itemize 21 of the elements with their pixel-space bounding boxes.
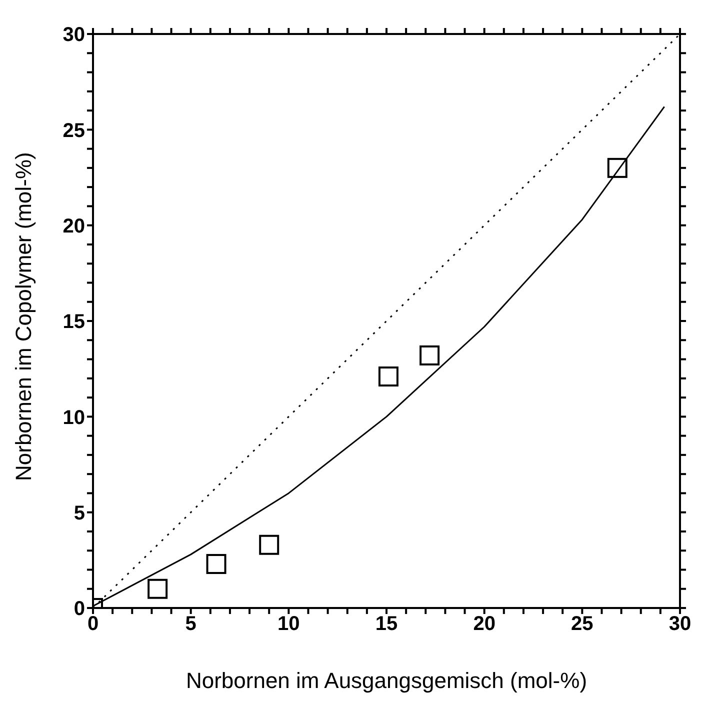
point [420, 345, 440, 366]
x-tick-label: 15 [375, 613, 398, 636]
point [378, 366, 398, 386]
y-tick-label: 0 [74, 598, 85, 620]
y-tick-label: 15 [62, 311, 85, 334]
x-tick-label: 30 [668, 613, 692, 636]
point [259, 534, 280, 555]
x-tick-label: 5 [185, 613, 196, 636]
y-tick-label: 30 [62, 24, 85, 46]
y-tick-label: 20 [62, 215, 85, 238]
point [607, 158, 628, 178]
x-axis-title: Norbornen im Ausgangsgemisch (mol-%) [186, 668, 588, 693]
x-tick-label: 20 [473, 613, 496, 636]
x-tick-label: 10 [278, 613, 300, 636]
y-axis-title: Norbornen im Copolymer (mol-%) [10, 152, 36, 481]
x-tick-label: 25 [571, 613, 594, 636]
y-tick-label: 10 [62, 406, 85, 429]
y-tick-label: 5 [74, 502, 85, 524]
point [148, 578, 168, 599]
point [206, 554, 226, 574]
y-tick-label: 25 [62, 120, 85, 142]
